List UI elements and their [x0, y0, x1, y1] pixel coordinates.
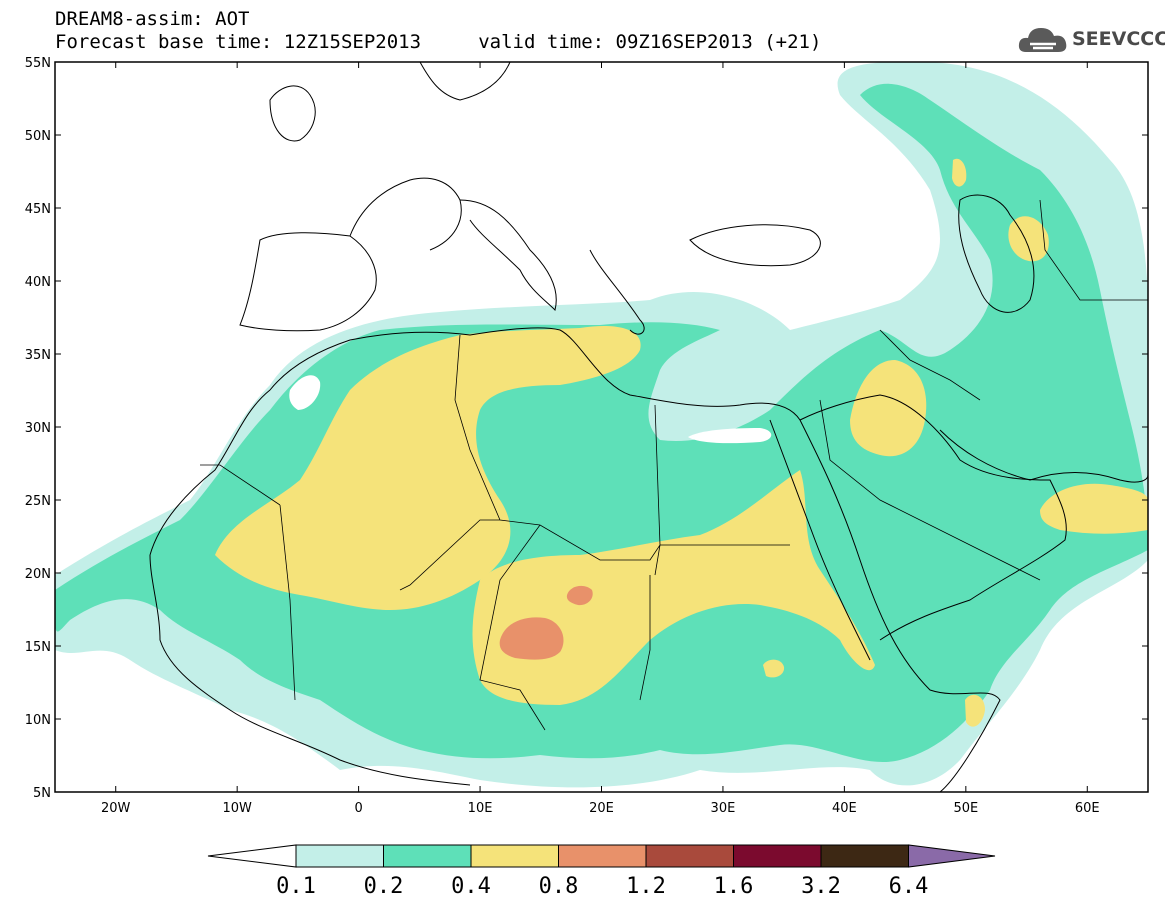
colorbar-box	[383, 844, 472, 868]
lon-tick-label: 0	[354, 801, 362, 816]
black-sea-coastline	[689, 224, 821, 267]
lon-tick-label: 10W	[222, 801, 252, 816]
colorbar-level-label: 0.8	[539, 874, 579, 899]
africa-coastline	[149, 327, 1001, 792]
lat-tick-label: 10N	[25, 713, 51, 728]
lat-tick-label: 50N	[25, 129, 51, 144]
lat-tick-label: 55N	[25, 56, 51, 71]
aot-contour-0.4-oman	[1040, 483, 1148, 534]
map-title: DREAM8-assim: AOT	[55, 8, 250, 30]
seevccc-logo: SEEVCCC	[1016, 22, 1165, 62]
colorbar-box	[645, 844, 734, 868]
lat-tick-label: 30N	[25, 421, 51, 436]
lon-tick-label: 40E	[832, 801, 857, 816]
colorbar-over-triangle	[908, 844, 996, 868]
persian-gulf-coastline	[939, 429, 1148, 483]
aot-contours	[55, 62, 1148, 788]
colorbar-level-label: 0.2	[364, 874, 404, 899]
lat-tick-label: 25N	[25, 494, 51, 509]
italy-coastline	[459, 199, 557, 311]
colorbar-level-label: 1.6	[714, 874, 754, 899]
colorbar-level-label: 0.1	[276, 874, 316, 899]
forecast-time-subtitle: Forecast base time: 12Z15SEP2013 valid t…	[55, 31, 822, 53]
lon-tick-label: 20E	[589, 801, 614, 816]
aot-low-patch-morocco	[289, 375, 321, 410]
colorbar-box	[295, 844, 384, 868]
colorbar-level-label: 1.2	[626, 874, 666, 899]
coastlines-borders	[149, 62, 1148, 792]
greece-coastline	[589, 249, 645, 335]
lat-tick-label: 40N	[25, 275, 51, 290]
longitude-axis: 20W 10W 0 10E 20E 30E 40E 50E 60E	[101, 62, 1100, 816]
aot-low-patch-egypt	[688, 428, 772, 444]
arabia-coastline	[799, 394, 1067, 641]
aot-contour-0.4-west	[215, 326, 641, 610]
caspian-coastline	[958, 194, 1035, 313]
lat-tick-label: 20N	[25, 567, 51, 582]
iberia-coastline	[239, 232, 377, 332]
aot-contour-0.4-ethiopia	[763, 659, 785, 678]
colorbar-under-triangle	[207, 844, 297, 868]
colorbar-level-label: 3.2	[801, 874, 841, 899]
lon-tick-label: 30E	[711, 801, 736, 816]
latitude-axis: 55N 50N 45N 40N 35N 30N 25N 20N 15N 10N 5N	[25, 56, 1148, 801]
lon-tick-label: 20W	[101, 801, 131, 816]
aot-contour-0.8-libya	[566, 585, 593, 606]
colorbar-box	[470, 844, 559, 868]
lat-tick-label: 45N	[25, 202, 51, 217]
france-coastline	[349, 177, 462, 251]
colorbar-boxes	[207, 844, 996, 868]
cloud-logo-icon	[1018, 28, 1067, 52]
lon-tick-label: 60E	[1075, 801, 1100, 816]
lat-tick-label: 15N	[25, 640, 51, 655]
aot-contour-0.4-central	[472, 470, 875, 705]
aot-contour-0.4-arabia	[850, 360, 927, 457]
colorbar-level-label: 0.4	[451, 874, 491, 899]
aot-contour-0.4-volga	[952, 158, 967, 187]
aot-contour-0.4-somalia	[965, 694, 985, 727]
colorbar-labels: 0.1 0.2 0.4 0.8 1.2 1.6 3.2 6.4	[276, 874, 928, 899]
colorbar-level-label: 6.4	[889, 874, 929, 899]
country-borders	[200, 199, 1148, 731]
colorbar-box	[820, 844, 909, 868]
lon-tick-label: 50E	[953, 801, 978, 816]
lat-tick-label: 35N	[25, 348, 51, 363]
west-africa-coast	[149, 554, 471, 786]
lon-tick-label: 10E	[468, 801, 493, 816]
colorbar-box	[558, 844, 647, 868]
scandinavia-coastline	[419, 62, 511, 101]
logo-text: SEEVCCC	[1072, 28, 1165, 50]
uk-coastline	[269, 85, 316, 142]
lat-tick-label: 5N	[33, 786, 51, 801]
colorbar-box	[733, 844, 822, 868]
red-sea-coastline	[769, 419, 871, 661]
aot-contour-0.8-chad	[499, 617, 564, 660]
